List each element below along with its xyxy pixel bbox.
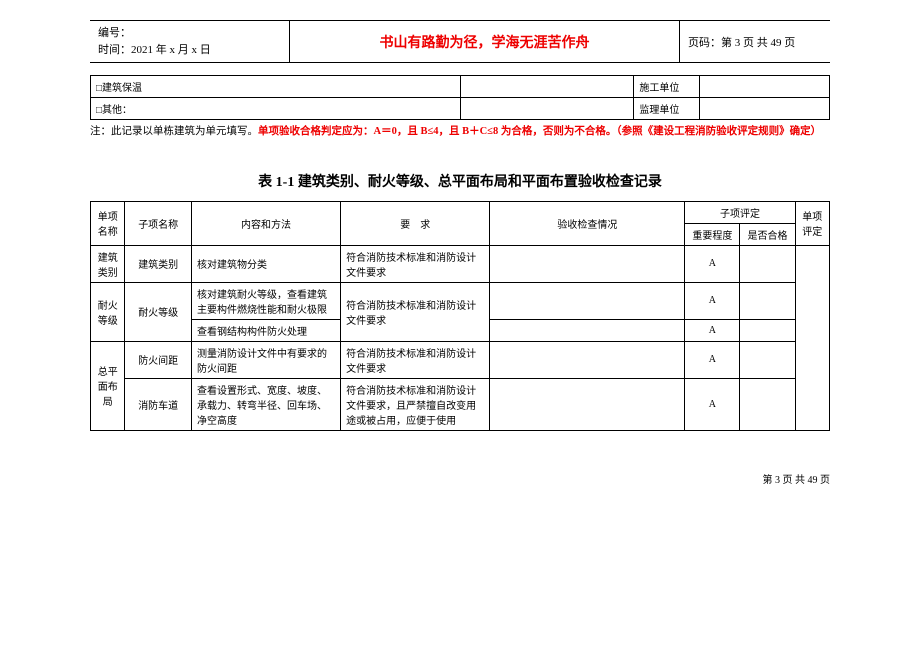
sub-name: 防火间距	[125, 341, 192, 378]
method-cell: 核对建筑物分类	[191, 245, 340, 282]
footer-page: 第 3 页 共 49 页	[90, 471, 830, 486]
header-page: 页码：第 3 页 共 49 页	[680, 21, 830, 62]
req-cell: 符合消防技术标准和消防设计文件要求，且严禁擅自改变用途或被占用，应便于使用	[341, 378, 490, 430]
method-cell: 查看钢结构构件防火处理	[191, 319, 340, 341]
pass-cell	[740, 378, 795, 430]
cell	[699, 98, 829, 120]
check-cell	[490, 319, 685, 341]
table-row: □建筑保温 施工单位	[91, 76, 830, 98]
check-cell	[490, 282, 685, 319]
group-name: 耐火等级	[91, 282, 125, 341]
th-imp: 重要程度	[685, 223, 740, 245]
method-cell: 测量消防设计文件中有要求的防火间距	[191, 341, 340, 378]
importance-cell: A	[685, 341, 740, 378]
group-name: 总平面布局	[91, 341, 125, 430]
cell: 施工单位	[634, 76, 699, 98]
req-cell: 符合消防技术标准和消防设计文件要求	[341, 341, 490, 378]
importance-cell: A	[685, 245, 740, 282]
method-cell: 查看设置形式、宽度、坡度、承载力、转弯半径、回车场、净空高度	[191, 378, 340, 430]
th-check: 验收检查情况	[490, 201, 685, 245]
check-cell	[490, 341, 685, 378]
table-row: 建筑类别建筑类别核对建筑物分类符合消防技术标准和消防设计文件要求A	[91, 245, 830, 282]
importance-cell: A	[685, 282, 740, 319]
sub-name: 耐火等级	[125, 282, 192, 341]
pass-cell	[740, 341, 795, 378]
pass-cell	[740, 282, 795, 319]
req-cell: 符合消防技术标准和消防设计文件要求	[341, 282, 490, 341]
cell	[460, 76, 634, 98]
note-line: 注：此记录以单栋建筑为单元填写。单项验收合格判定应为：A＝0，且 B≤4，且 B…	[90, 124, 830, 141]
cell	[460, 98, 634, 120]
header-motto: 书山有路勤为径，学海无涯苦作舟	[290, 21, 680, 62]
time-line: 时间：2021 年 x 月 x 日	[98, 42, 281, 59]
pass-cell	[740, 319, 795, 341]
sub-name: 消防车道	[125, 378, 192, 430]
cell	[699, 76, 829, 98]
importance-cell: A	[685, 378, 740, 430]
th-method: 内容和方法	[191, 201, 340, 245]
sub-name: 建筑类别	[125, 245, 192, 282]
th-pass: 是否合格	[740, 223, 795, 245]
table-row: 耐火等级耐火等级核对建筑耐火等级，查看建筑主要构件燃烧性能和耐火极限符合消防技术…	[91, 282, 830, 319]
table-row: 总平面布局防火间距测量消防设计文件中有要求的防火间距符合消防技术标准和消防设计文…	[91, 341, 830, 378]
note-red: 单项验收合格判定应为：A＝0，且 B≤4，且 B＋C≤8 为合格，否则为不合格。…	[258, 126, 821, 137]
req-cell: 符合消防技术标准和消防设计文件要求	[341, 245, 490, 282]
check-cell	[490, 378, 685, 430]
header-left: 编号： 时间：2021 年 x 月 x 日	[90, 21, 290, 62]
check-cell	[490, 245, 685, 282]
header-box: 编号： 时间：2021 年 x 月 x 日 书山有路勤为径，学海无涯苦作舟 页码…	[90, 20, 830, 63]
group-name: 建筑类别	[91, 245, 125, 282]
eval-cell	[795, 245, 829, 430]
cell: □建筑保温	[91, 76, 461, 98]
importance-cell: A	[685, 319, 740, 341]
method-cell: 核对建筑耐火等级，查看建筑主要构件燃烧性能和耐火极限	[191, 282, 340, 319]
table-row: 消防车道查看设置形式、宽度、坡度、承载力、转弯半径、回车场、净空高度符合消防技术…	[91, 378, 830, 430]
th-req: 要 求	[341, 201, 490, 245]
note-prefix: 注：此记录以单栋建筑为单元填写。	[90, 126, 258, 137]
cell: □其他：	[91, 98, 461, 120]
th-sub: 子项名称	[125, 201, 192, 245]
table-1-1-title: 表 1-1 建筑类别、耐火等级、总平面布局和平面布置验收检查记录	[90, 171, 830, 191]
th-eval: 单项评定	[795, 201, 829, 245]
pass-cell	[740, 245, 795, 282]
th-name: 单项名称	[91, 201, 125, 245]
time-label: 时间：	[98, 44, 131, 56]
cell: 监理单位	[634, 98, 699, 120]
time-value: 2021 年 x 月 x 日	[131, 44, 211, 56]
table-row: □其他： 监理单位	[91, 98, 830, 120]
main-table: 单项名称 子项名称 内容和方法 要 求 验收检查情况 子项评定 单项评定 重要程…	[90, 201, 830, 431]
th-zxpd: 子项评定	[685, 201, 795, 223]
numbering-label: 编号：	[98, 25, 281, 42]
small-table: □建筑保温 施工单位 □其他： 监理单位	[90, 75, 830, 120]
